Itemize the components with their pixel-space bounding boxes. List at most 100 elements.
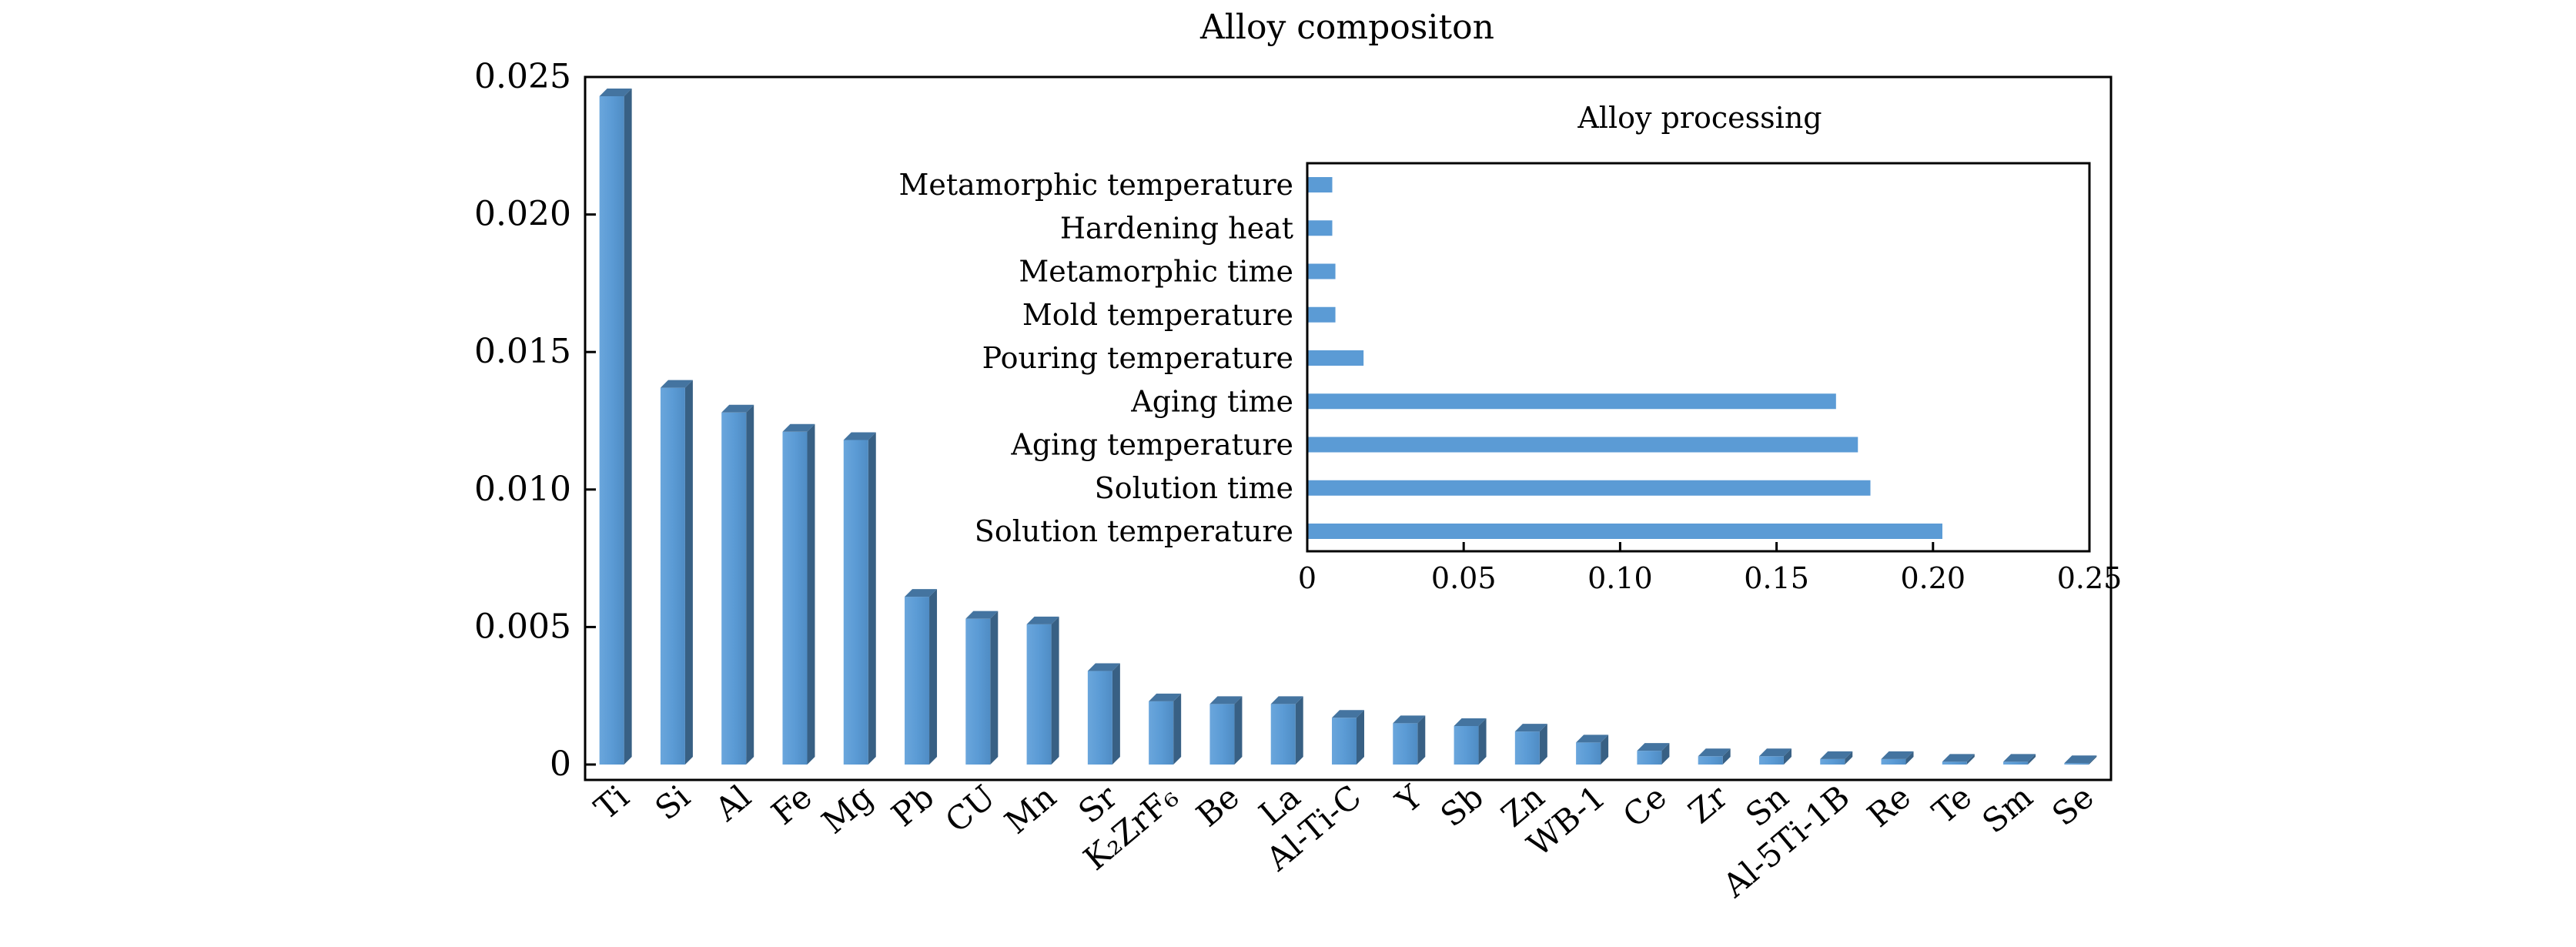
bar-top [1758, 748, 1791, 757]
inset-x-tick-label: 0.10 [1587, 561, 1653, 595]
bar-22 [1881, 751, 1914, 765]
inset-bars [1307, 177, 1942, 539]
bar-side [1112, 663, 1120, 765]
bar-3 [721, 404, 754, 765]
bar-side [1234, 696, 1243, 765]
bar-15 [1454, 718, 1487, 765]
inset-bar-5 [1307, 350, 1364, 366]
bar-18 [1637, 743, 1670, 765]
bar-front [2003, 761, 2029, 765]
bar-side [624, 89, 632, 765]
bar-top [599, 89, 632, 97]
x-tick-label: Sm [1975, 778, 2039, 841]
x-tick-label: Mn [998, 778, 1063, 842]
bar-front [1637, 751, 1662, 765]
bar-top [782, 423, 815, 432]
x-tick-label: Te [1925, 778, 1979, 831]
inset-x-tick-label: 0.20 [1900, 561, 1965, 595]
inset-plot-frame [1306, 162, 2091, 553]
bar-25 [2064, 755, 2097, 765]
inset-bar-4 [1307, 393, 1836, 410]
bar-side [929, 589, 938, 765]
bar-top [1576, 735, 1609, 743]
x-tick-label: Fe [764, 778, 819, 832]
bar-top [1270, 696, 1303, 704]
x-tick-label: Be [1189, 778, 1246, 834]
bar-side [1539, 724, 1547, 765]
bar-17 [1576, 735, 1609, 765]
inset-x-tick-label: 0.15 [1744, 561, 1809, 595]
bar-19 [1698, 748, 1731, 765]
main-chart-title: Alloy compositon [1199, 8, 1494, 47]
bar-11 [1209, 696, 1243, 765]
bar-top [2003, 754, 2036, 762]
bar-8 [1026, 616, 1059, 765]
bar-top [1698, 748, 1731, 757]
bar-front [1820, 758, 1845, 765]
x-tick-label: Sb [1434, 778, 1490, 834]
bar-top [905, 589, 938, 597]
bar-top [2064, 755, 2097, 764]
inset-bar-6 [1307, 306, 1336, 323]
y-tick-label: 0.020 [474, 195, 571, 234]
bar-side [1722, 748, 1731, 765]
bar-top [1514, 724, 1547, 732]
bar-4 [782, 423, 815, 765]
bar-front [1393, 723, 1418, 765]
y-tick-label: 0.015 [474, 332, 571, 371]
bar-23 [1942, 754, 1975, 765]
bar-front [1454, 725, 1479, 765]
inset-y-label: Solution temperature [975, 514, 1293, 548]
bar-top [843, 432, 876, 440]
inset-bar-3 [1307, 437, 1858, 453]
inset-y-label: Pouring temperature [982, 341, 1293, 375]
bar-5 [843, 432, 876, 765]
inset-y-label: Metamorphic time [1019, 255, 1293, 289]
bar-side [1051, 616, 1059, 765]
x-tick-label: Y [1388, 777, 1430, 821]
bar-side [1601, 735, 1609, 765]
inset-chart-title: Alloy processing [1577, 101, 1822, 135]
bar-top [1881, 751, 1914, 759]
bar-side [1783, 748, 1791, 765]
x-tick-label: Al [708, 778, 758, 828]
bar-front [1026, 624, 1052, 765]
inset-y-label: Aging temperature [1010, 428, 1293, 462]
inset-x-tick-label: 0 [1298, 561, 1316, 595]
bar-front [843, 440, 868, 765]
bar-12 [1270, 696, 1303, 765]
bar-top [1454, 718, 1487, 726]
bar-side [1905, 751, 1914, 765]
main-chart: Alloy compositon 0 0.005 0.010 0.015 0.020 0.… [474, 8, 2113, 905]
main-y-axis: 0 0.005 0.010 0.015 0.020 0.025 [474, 57, 596, 784]
bar-top [1209, 696, 1243, 704]
bar-side [1661, 743, 1670, 765]
x-tick-label: Mg [815, 778, 880, 841]
bar-front [599, 96, 624, 765]
bar-side [2089, 755, 2097, 765]
bar-top [1087, 663, 1120, 671]
bar-front [2064, 763, 2089, 765]
inset-bar-1 [1307, 524, 1942, 539]
bar-24 [2003, 754, 2036, 765]
bar-front [1514, 731, 1540, 765]
inset-bar-2 [1307, 480, 1871, 496]
bar-front [782, 431, 808, 765]
bar-side [2028, 754, 2036, 765]
bar-front [660, 387, 685, 765]
bar-front [1270, 704, 1296, 765]
bar-1 [599, 89, 632, 765]
y-tick-label: 0.025 [474, 57, 571, 96]
x-tick-label: Ce [1616, 778, 1674, 835]
inset-y-label: Solution time [1095, 471, 1293, 505]
x-tick-label: Si [648, 778, 698, 828]
bar-front [1942, 761, 1967, 765]
bar-front [1087, 671, 1112, 765]
bar-top [721, 404, 754, 413]
bar-2 [660, 380, 693, 765]
bar-side [1173, 693, 1182, 765]
bar-top [1820, 751, 1853, 759]
x-tick-label: Ti [587, 778, 636, 827]
inset-x-axis: 0 0.05 0.10 0.15 0.20 0.25 [1298, 542, 2122, 595]
